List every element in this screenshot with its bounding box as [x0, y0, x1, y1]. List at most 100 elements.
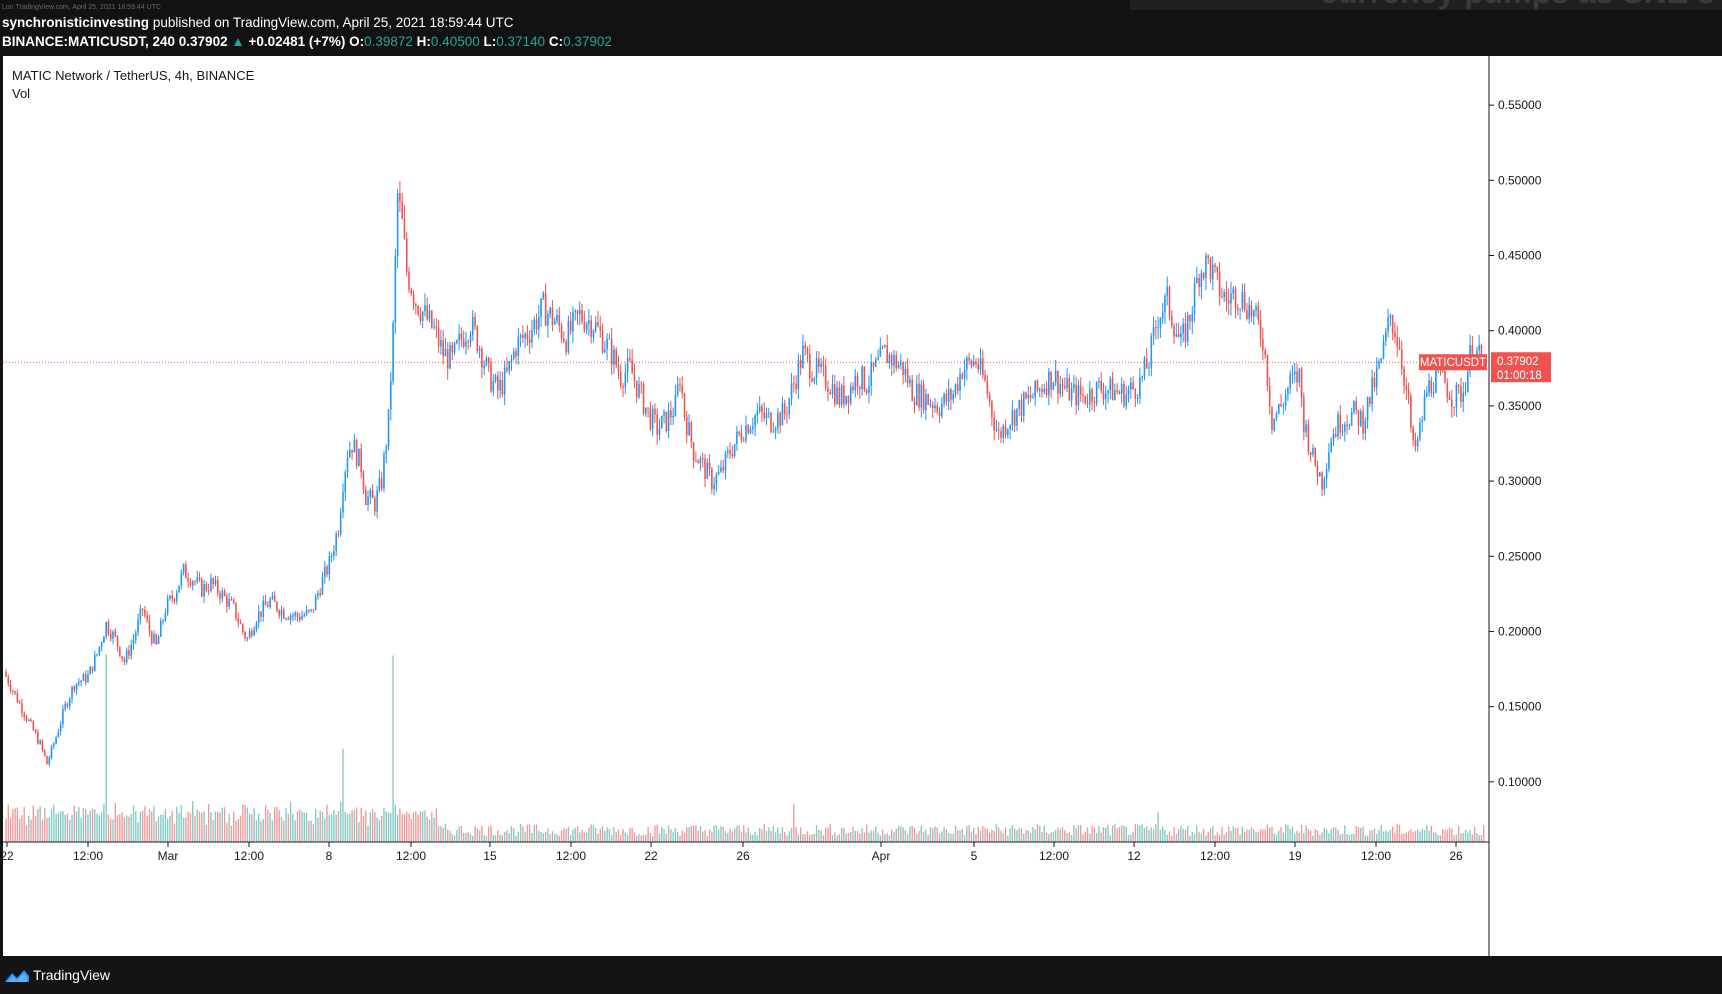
x-tick-label: Apr — [872, 849, 891, 863]
volume-bar — [1125, 826, 1127, 842]
candle — [1323, 476, 1326, 496]
candle-body — [203, 583, 205, 597]
candle — [462, 330, 465, 349]
y-tick-label: 0.15000 — [1498, 700, 1542, 714]
volume-bar — [617, 829, 620, 842]
candle-body — [328, 556, 331, 575]
volume-bar — [125, 815, 128, 842]
volume-bar — [408, 813, 410, 842]
candle-body — [14, 691, 16, 693]
candle-body — [642, 384, 645, 414]
volume-bar — [706, 835, 708, 842]
candle-body — [836, 387, 838, 404]
candle — [134, 629, 137, 644]
candle-body — [23, 713, 26, 717]
volume-bar — [360, 807, 362, 842]
candle — [920, 380, 923, 418]
candle — [1079, 377, 1082, 402]
candle — [80, 680, 82, 687]
author-name[interactable]: synchronisticinvesting — [2, 15, 150, 30]
volume-bar — [53, 804, 55, 842]
candle-body — [1209, 258, 1212, 280]
candle-body — [1423, 396, 1426, 420]
candle-body — [487, 357, 490, 363]
candle — [881, 345, 884, 350]
volume-bar — [1107, 824, 1109, 842]
candle — [1032, 393, 1034, 399]
candle — [210, 573, 212, 593]
candle-body — [1430, 380, 1433, 394]
candle — [1364, 416, 1367, 441]
candle-body — [604, 349, 606, 353]
volume-bar — [474, 826, 476, 842]
candle-body — [25, 716, 28, 721]
candle-body — [1237, 307, 1239, 310]
candle-body — [446, 349, 449, 369]
candle-body — [635, 380, 638, 397]
tradingview-brand[interactable]: TradingView — [33, 967, 111, 983]
volume-bar — [884, 834, 886, 842]
volume-bar — [941, 831, 943, 842]
candle — [943, 392, 945, 408]
volume-bar — [818, 829, 820, 842]
candle — [1391, 314, 1394, 341]
candle — [415, 302, 417, 315]
volume-bar — [223, 807, 226, 842]
candle-body — [781, 403, 784, 426]
volume-bar — [749, 834, 752, 842]
tradingview-logo-icon[interactable] — [4, 968, 30, 984]
candle-body — [560, 325, 563, 339]
candle-body — [797, 359, 800, 390]
volume-bar — [1243, 832, 1246, 842]
volume-bar — [717, 829, 720, 842]
candle-body — [1004, 425, 1007, 436]
volume-bar — [303, 812, 305, 842]
volume-legend[interactable]: Vol — [12, 86, 31, 101]
volume-bar — [1086, 827, 1089, 842]
volume-bar — [276, 807, 278, 842]
candle-body — [474, 316, 476, 327]
candle-body — [462, 339, 465, 347]
chart-legend-title[interactable]: MATIC Network / TetherUS, 4h, BINANCE — [12, 68, 255, 83]
candle — [836, 381, 838, 406]
candle-body — [970, 360, 973, 366]
volume-bar — [1385, 830, 1387, 842]
candle — [251, 627, 253, 639]
chart-panel[interactable]: 0.55000 0.50000 0.45000 0.40000 0.35000 0.300… — [3, 56, 1722, 956]
volume-bar — [1228, 826, 1230, 842]
candle-body — [756, 411, 759, 416]
candle — [863, 365, 866, 393]
candle-body — [1332, 433, 1335, 442]
candle — [451, 341, 454, 361]
volume-bar — [1146, 826, 1148, 842]
candle — [435, 318, 438, 339]
candle — [1385, 327, 1387, 347]
candle — [808, 344, 811, 387]
candle-body — [777, 412, 779, 429]
candle-body — [471, 316, 474, 335]
price-chart[interactable]: 0.550000.500000.450000.400000.350000.300… — [3, 56, 1722, 956]
candle-body — [1013, 410, 1016, 426]
volume-bar — [677, 832, 679, 842]
volume-bar — [34, 816, 37, 842]
volume-bar — [610, 835, 613, 842]
volume-bar — [733, 828, 736, 842]
volume-bar — [686, 827, 688, 842]
candle-body — [959, 374, 961, 391]
volume-bar — [1319, 834, 1321, 842]
candle-body — [1346, 424, 1348, 426]
candle-body — [968, 357, 970, 361]
candle — [663, 409, 665, 424]
candle — [16, 689, 19, 703]
candle-body — [695, 460, 697, 462]
candle-body — [171, 595, 174, 600]
candle — [843, 376, 845, 409]
candle — [560, 322, 563, 344]
candle-body — [360, 448, 362, 473]
volume-bar — [1455, 834, 1458, 842]
volume-bar — [39, 806, 41, 842]
volume-bar — [831, 834, 834, 842]
candle-body — [581, 310, 583, 322]
candle-body — [658, 428, 661, 435]
